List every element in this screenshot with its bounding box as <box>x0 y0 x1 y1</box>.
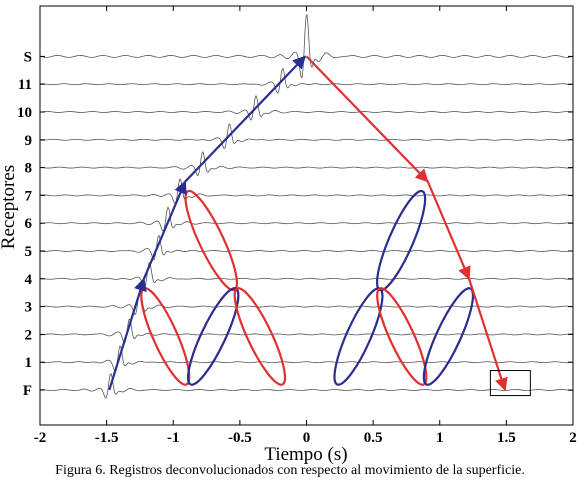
trace-9 <box>39 123 574 150</box>
trace-2 <box>39 318 574 343</box>
x-tick-label--2: -2 <box>34 430 47 446</box>
highlight-box <box>489 370 531 397</box>
trace-4 <box>39 262 574 288</box>
y-tick-label-3: 3 <box>25 300 33 316</box>
traces-group <box>39 14 574 399</box>
y-tick-label-5: 5 <box>25 244 33 260</box>
annotations-group <box>108 55 531 397</box>
y-tick-label-S: S <box>24 49 32 65</box>
path-arrow <box>184 55 307 183</box>
highlight-ellipse <box>333 287 384 386</box>
y-tick-label-1: 1 <box>25 355 33 371</box>
y-tick-label-F: F <box>23 383 32 399</box>
highlight-ellipse <box>376 287 428 386</box>
y-tick-label-8: 8 <box>25 161 33 177</box>
y-axis-title: Receptores <box>0 165 19 249</box>
trace-F <box>39 372 574 399</box>
y-tick-label-2: 2 <box>25 327 33 343</box>
highlight-ellipse <box>376 189 427 292</box>
axis-ticks <box>39 6 574 425</box>
trace-7 <box>39 177 574 205</box>
x-tick-label-1: 1 <box>436 430 444 446</box>
x-tick-labels: -2 -1.5 -1 -0.5 0 0.5 1 1.5 2 <box>34 430 577 446</box>
highlight-ellipse <box>233 287 287 386</box>
y-tick-label-9: 9 <box>25 133 33 149</box>
x-tick-label--1.5: -1.5 <box>95 430 119 446</box>
x-axis-title: Tiempo (s) <box>264 444 347 465</box>
trace-5 <box>39 234 574 261</box>
x-tick-label--0.5: -0.5 <box>228 430 252 446</box>
highlight-ellipse <box>422 287 475 386</box>
y-tick-label-11: 11 <box>18 77 32 93</box>
trace-11 <box>39 67 574 94</box>
path-arrow <box>305 55 429 183</box>
x-tick-label-2: 2 <box>569 430 577 446</box>
x-tick-label-0.5: 0.5 <box>364 430 383 446</box>
y-tick-label-10: 10 <box>17 105 32 121</box>
path-arrow <box>468 278 508 392</box>
y-tick-label-7: 7 <box>25 188 33 204</box>
path-arrow <box>142 180 187 280</box>
y-tick-labels: F 1 2 3 4 5 6 7 8 9 10 11 S <box>17 49 33 399</box>
x-tick-label-1.5: 1.5 <box>497 430 516 446</box>
y-tick-label-4: 4 <box>25 272 33 288</box>
trace-3 <box>39 289 574 316</box>
trace-10 <box>39 94 574 121</box>
figure-caption: Figura 6. Registros deconvolucionados co… <box>55 463 525 478</box>
path-arrow <box>108 277 147 391</box>
path-arrow <box>426 181 471 281</box>
x-tick-label-0: 0 <box>303 430 311 446</box>
trace-6 <box>39 206 574 232</box>
y-tick-label-6: 6 <box>25 216 33 232</box>
x-tick-label--1: -1 <box>167 430 180 446</box>
trace-1 <box>39 345 574 372</box>
trace-S <box>39 14 574 79</box>
trace-8 <box>39 151 574 177</box>
